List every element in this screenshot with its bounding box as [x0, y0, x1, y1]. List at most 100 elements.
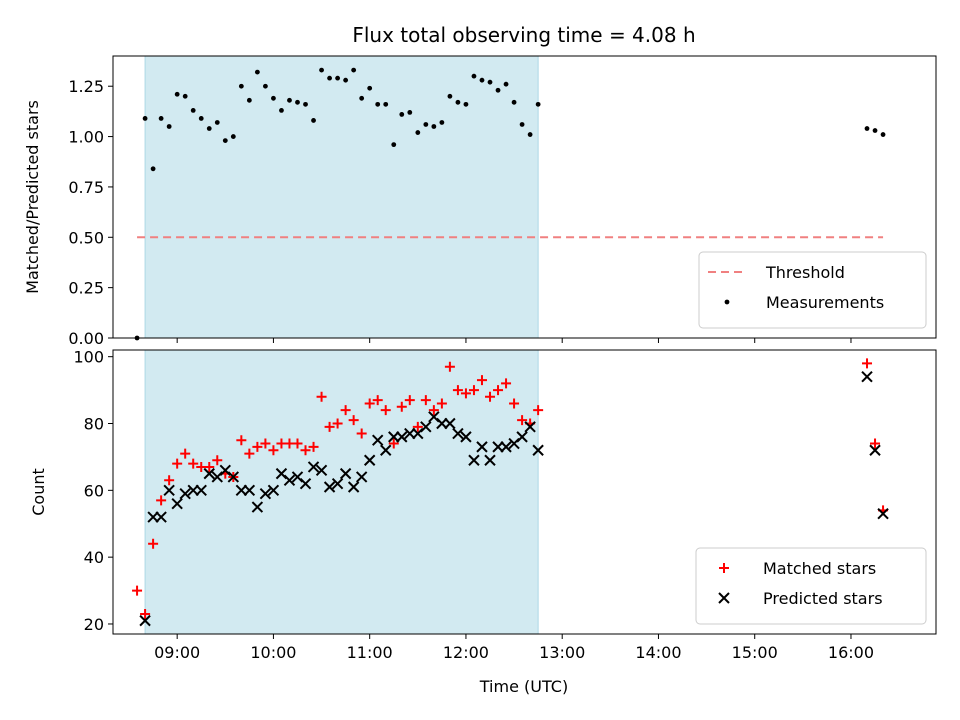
data-point — [319, 67, 324, 73]
data-point — [524, 421, 536, 433]
data-point — [452, 385, 463, 396]
data-point — [327, 75, 332, 81]
data-point — [254, 69, 260, 75]
data-point — [340, 405, 351, 416]
data-point — [439, 120, 445, 125]
data-point — [203, 467, 215, 480]
data-point — [303, 101, 308, 107]
x-tick-label: 16:00 — [828, 643, 874, 662]
data-point — [351, 67, 357, 73]
data-point — [380, 444, 392, 456]
data-point — [527, 132, 533, 137]
data-point — [251, 501, 264, 513]
data-point — [359, 95, 365, 101]
data-point — [380, 405, 391, 416]
data-point — [214, 120, 220, 125]
data-point — [396, 401, 407, 412]
chart-title: Flux total observing time = 4.08 h — [352, 23, 695, 47]
data-point — [163, 484, 175, 497]
y-tick-label: 60 — [84, 481, 104, 500]
data-point — [484, 454, 496, 466]
data-point — [172, 458, 183, 469]
data-point — [476, 375, 487, 386]
data-point — [364, 398, 375, 409]
legend-marker — [719, 563, 729, 573]
y-tick-label: 1.00 — [68, 128, 104, 147]
legend-label: Threshold — [765, 263, 845, 282]
data-point — [375, 101, 381, 107]
y-tick-label: 100 — [73, 348, 104, 367]
data-point — [493, 385, 504, 396]
data-point — [423, 122, 429, 127]
data-point — [367, 85, 373, 91]
data-point — [487, 79, 493, 85]
data-point — [476, 441, 488, 453]
data-point — [323, 481, 336, 493]
x-tick-label: 11:00 — [347, 643, 393, 662]
data-point — [171, 497, 183, 510]
data-point — [227, 471, 240, 483]
data-point — [339, 467, 352, 480]
data-point — [861, 371, 873, 383]
x-tick-label: 13:00 — [539, 643, 585, 662]
data-point — [316, 391, 327, 402]
data-point — [420, 421, 432, 433]
data-point — [436, 398, 447, 409]
y-tick-label: 80 — [84, 415, 104, 434]
data-point — [460, 431, 472, 443]
data-point — [299, 477, 312, 490]
data-point — [164, 475, 175, 486]
data-point — [509, 398, 520, 409]
x-tick-label: 15:00 — [732, 643, 778, 662]
x-tick-label: 09:00 — [154, 643, 200, 662]
legend-label: Matched stars — [763, 559, 876, 578]
data-point — [267, 484, 280, 497]
data-point — [447, 93, 453, 99]
series-predicted-stars — [139, 371, 889, 627]
data-point — [252, 441, 263, 452]
data-point — [471, 73, 477, 79]
data-point — [516, 431, 528, 443]
series-measurements — [134, 67, 886, 341]
data-point — [222, 138, 228, 144]
data-point — [308, 441, 319, 452]
data-point — [862, 358, 873, 369]
data-point — [142, 116, 148, 121]
data-point — [315, 464, 328, 476]
legend-marker — [718, 592, 730, 604]
y-tick-label: 1.25 — [68, 77, 104, 96]
data-point — [332, 418, 343, 429]
data-point — [140, 608, 151, 619]
data-point — [420, 395, 431, 406]
x-tick-label: 14:00 — [635, 643, 681, 662]
data-point — [396, 431, 408, 443]
data-point — [271, 95, 276, 101]
data-point — [182, 93, 188, 99]
y-axis-label: Count — [29, 468, 48, 516]
data-point — [468, 454, 480, 466]
data-point — [212, 455, 223, 466]
data-point — [372, 395, 383, 406]
data-point — [463, 101, 469, 107]
data-point — [535, 101, 541, 107]
data-point — [188, 458, 199, 469]
counts-panel: 20 40 60 80 100 09:00 10:00 11:00 12:00 13:00 14:0… — [29, 348, 937, 662]
data-point — [870, 438, 881, 449]
y-tick-label: 20 — [84, 615, 104, 634]
data-point — [246, 97, 252, 103]
data-point — [155, 511, 167, 523]
data-point — [388, 438, 399, 449]
data-point — [347, 481, 360, 493]
data-point — [139, 614, 151, 627]
x-tick-label: 10:00 — [250, 643, 296, 662]
y-tick-label: 0.25 — [68, 279, 104, 298]
data-point — [391, 142, 397, 148]
data-point — [412, 421, 423, 432]
y-tick-label: 0.00 — [68, 329, 104, 348]
data-point — [279, 107, 284, 113]
data-point — [260, 438, 271, 449]
data-point — [455, 99, 461, 105]
data-point — [158, 116, 164, 121]
y-tick-label: 40 — [84, 548, 104, 567]
